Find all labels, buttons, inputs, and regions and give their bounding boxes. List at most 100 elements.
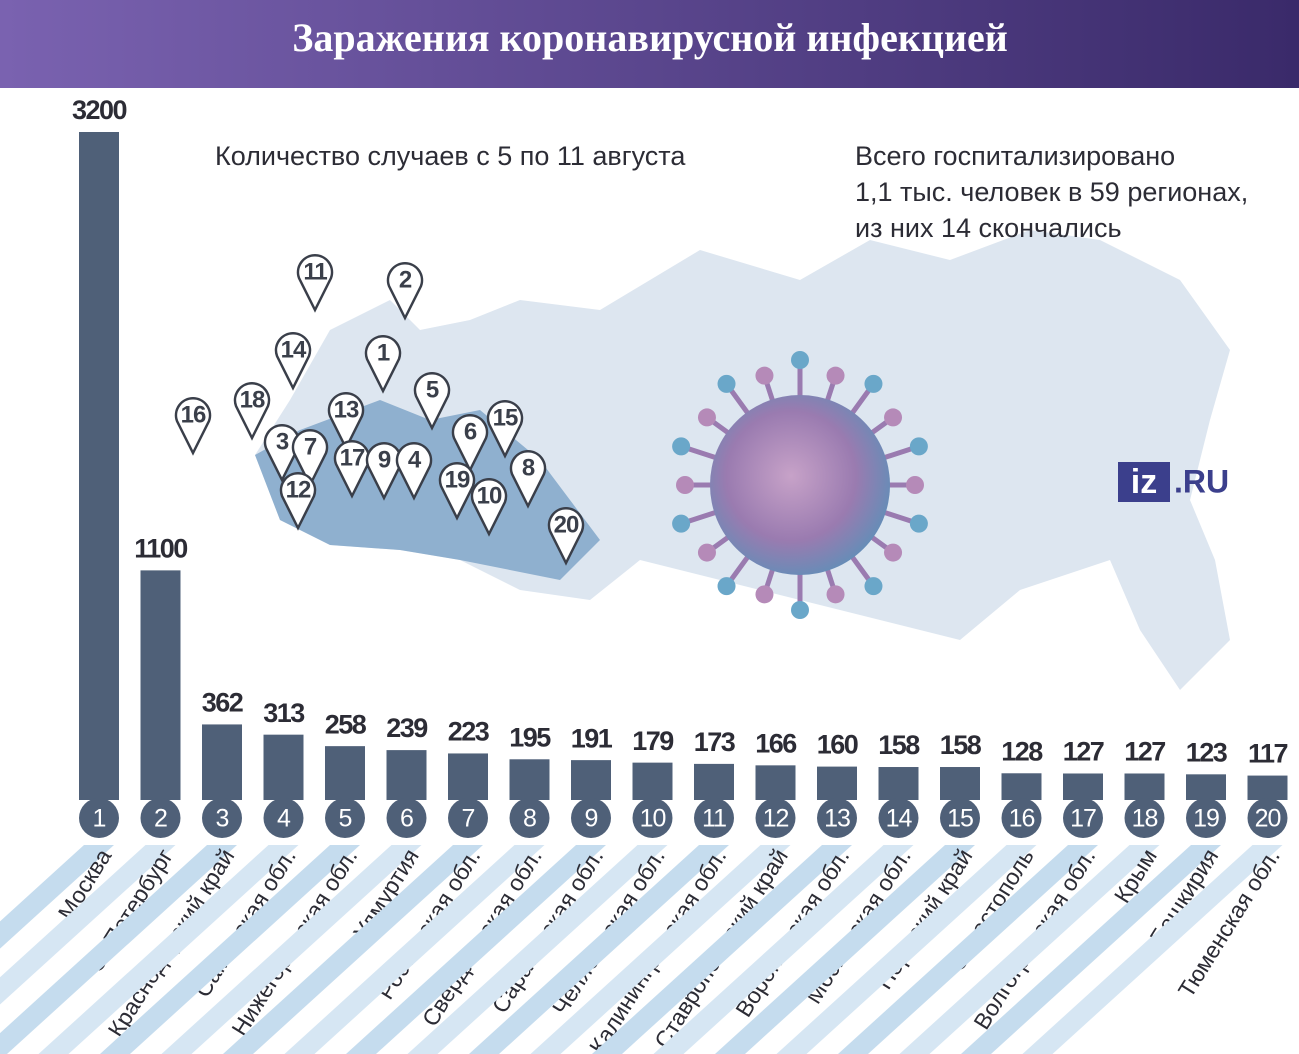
logo-box xyxy=(1118,462,1170,502)
header-band xyxy=(0,0,1299,88)
label-strip xyxy=(0,845,176,1005)
virus-spike-tip xyxy=(697,543,716,562)
bar xyxy=(571,760,611,800)
bar xyxy=(940,767,980,800)
rank-badge xyxy=(632,798,673,838)
map-pin-label: 12 xyxy=(286,476,311,503)
rank-label: 16 xyxy=(1009,805,1035,833)
virus-spike-tip xyxy=(717,577,736,596)
map-pin xyxy=(274,332,312,391)
rank-label: 12 xyxy=(763,805,789,833)
rank-label: 15 xyxy=(947,805,973,833)
value-label: 128 xyxy=(1001,736,1043,766)
rank-label: 7 xyxy=(462,805,475,833)
virus-spike-tip xyxy=(755,366,774,385)
map-pin-label: 20 xyxy=(554,511,579,538)
label-strip xyxy=(407,845,668,1054)
label-strip xyxy=(899,845,1160,1054)
logo-suffix: .RU xyxy=(1174,463,1229,499)
virus-spike-tip xyxy=(884,408,903,427)
map-pin-label: 17 xyxy=(340,444,365,471)
map-pin xyxy=(233,382,271,441)
label-strip xyxy=(715,845,975,1054)
label-strip xyxy=(469,845,729,1054)
rank-badge xyxy=(1124,798,1165,838)
virus-spike-tip xyxy=(755,585,774,604)
map-pin xyxy=(509,450,547,509)
virus-spike-tip xyxy=(864,374,883,393)
virus-spike-tip xyxy=(676,476,694,494)
bar xyxy=(1063,773,1103,800)
map-pin xyxy=(547,507,585,566)
label-strip xyxy=(1022,845,1283,1054)
value-label: 117 xyxy=(1248,739,1288,769)
virus-spike-tip xyxy=(672,514,691,533)
label-strip xyxy=(100,845,360,1054)
value-label: 127 xyxy=(1063,737,1104,767)
rank-badge xyxy=(817,798,857,838)
subtitle: Количество случаев с 5 по 11 августа xyxy=(215,141,686,171)
bar xyxy=(755,765,796,800)
rank-badge xyxy=(940,798,980,838)
map-pin-label: 2 xyxy=(399,266,412,293)
rank-badge xyxy=(448,798,488,838)
value-label: 258 xyxy=(325,709,367,739)
label-strip xyxy=(38,845,299,1054)
rank-label: 10 xyxy=(640,805,666,833)
value-label: 223 xyxy=(448,717,490,747)
label-strip xyxy=(223,845,483,1054)
map-pin xyxy=(413,372,451,431)
rank-badge xyxy=(509,798,550,838)
note-line: из них 14 скончались xyxy=(855,213,1122,243)
map-pin-label: 18 xyxy=(240,386,265,413)
map-pin-label: 5 xyxy=(426,376,439,403)
bar xyxy=(1124,773,1165,800)
map-pin-label: 11 xyxy=(303,258,327,285)
map-pin xyxy=(395,442,433,501)
value-label: 3200 xyxy=(72,95,127,125)
rank-badge xyxy=(79,798,119,838)
map-pin xyxy=(174,397,212,456)
map-pin-label: 6 xyxy=(464,418,477,445)
value-label: 362 xyxy=(202,688,243,718)
value-label: 239 xyxy=(386,713,428,743)
map-pin-label: 13 xyxy=(334,396,359,423)
virus-spike-tip xyxy=(672,437,691,456)
rank-badge xyxy=(878,798,919,838)
rank-badge xyxy=(755,798,796,838)
rank-badge xyxy=(1063,798,1103,838)
map-pin xyxy=(327,392,365,451)
rank-label: 20 xyxy=(1255,805,1281,833)
map-pin xyxy=(296,254,334,313)
map-pin xyxy=(451,414,489,473)
rank-badge xyxy=(325,798,365,838)
rank-label: 8 xyxy=(523,805,536,833)
map-pin xyxy=(438,462,476,521)
value-label: 166 xyxy=(755,728,797,758)
label-strip xyxy=(776,845,1037,1054)
map-pin-label: 19 xyxy=(445,466,470,493)
map-pin xyxy=(386,262,424,321)
rank-badge xyxy=(263,798,304,838)
rank-label: 2 xyxy=(154,805,167,833)
virus-spike-tip xyxy=(717,374,736,393)
virus-spike-tip xyxy=(909,514,928,533)
virus-spike-tip xyxy=(826,366,845,385)
rank-label: 11 xyxy=(702,805,726,833)
bar xyxy=(386,750,427,800)
value-label: 1100 xyxy=(134,534,187,564)
bar xyxy=(1001,773,1042,800)
logo-main: iz xyxy=(1131,463,1157,501)
virus-illustration xyxy=(672,351,928,619)
virus-body xyxy=(710,395,890,575)
rank-badge xyxy=(140,798,181,838)
rank-badge xyxy=(1186,798,1226,838)
value-label: 158 xyxy=(878,730,920,760)
bar xyxy=(1186,774,1226,800)
rank-label: 17 xyxy=(1070,805,1096,833)
bar xyxy=(140,570,181,800)
chart-title: Заражения коронавирусной инфекцией xyxy=(292,15,1008,60)
virus-spike-tip xyxy=(884,543,903,562)
rank-badge xyxy=(202,798,242,838)
